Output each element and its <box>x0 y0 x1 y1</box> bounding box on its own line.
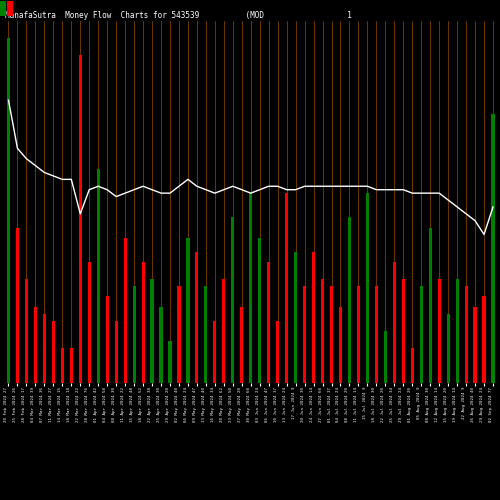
Bar <box>25 279 28 382</box>
Bar <box>231 217 234 382</box>
Bar <box>240 307 244 382</box>
Bar <box>168 341 172 382</box>
Bar <box>456 279 458 382</box>
Bar <box>214 320 216 382</box>
Bar <box>410 348 414 382</box>
Bar <box>88 262 91 382</box>
Bar <box>464 286 468 382</box>
Bar <box>258 238 262 382</box>
Bar <box>375 286 378 382</box>
Bar <box>312 252 315 382</box>
Bar <box>402 279 405 382</box>
Bar <box>392 262 396 382</box>
Bar <box>294 252 297 382</box>
Bar <box>267 262 270 382</box>
Bar <box>438 279 440 382</box>
Bar <box>52 320 55 382</box>
Bar <box>106 296 109 382</box>
Bar <box>366 193 369 382</box>
Bar <box>43 314 46 382</box>
Bar <box>204 286 208 382</box>
Bar <box>196 252 198 382</box>
Bar <box>285 193 288 382</box>
Bar <box>357 286 360 382</box>
Bar <box>330 286 333 382</box>
Bar <box>132 286 136 382</box>
Bar <box>7 38 10 382</box>
Bar <box>34 307 37 382</box>
Bar <box>339 307 342 382</box>
Bar <box>492 114 494 382</box>
Bar <box>222 279 226 382</box>
Bar <box>348 217 351 382</box>
Bar <box>150 279 154 382</box>
Bar <box>61 348 64 382</box>
Bar <box>249 193 252 382</box>
Bar <box>96 169 100 382</box>
Bar <box>70 348 73 382</box>
Bar <box>321 279 324 382</box>
Text: ManafaSutra  Money Flow  Charts for 543539          (MOD                  1: ManafaSutra Money Flow Charts for 543539… <box>5 11 352 20</box>
Bar <box>142 262 144 382</box>
Bar <box>384 331 387 382</box>
Bar <box>303 286 306 382</box>
Bar <box>446 314 450 382</box>
Bar <box>16 228 19 382</box>
Bar <box>276 320 279 382</box>
Bar <box>420 286 423 382</box>
Bar <box>482 296 486 382</box>
Bar <box>160 307 162 382</box>
Bar <box>186 238 190 382</box>
Bar <box>114 320 117 382</box>
Bar <box>178 286 180 382</box>
Bar <box>78 56 82 382</box>
Bar <box>428 228 432 382</box>
Bar <box>124 238 126 382</box>
Bar <box>474 307 476 382</box>
